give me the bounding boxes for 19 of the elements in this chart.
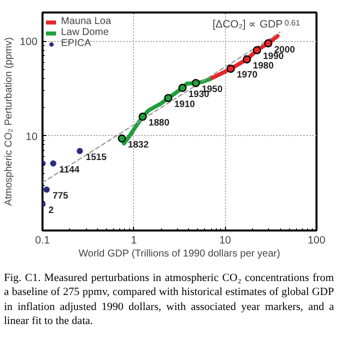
annotation: 775 [52, 190, 68, 201]
y-axis-title: Atmospheric CO₂ Perturbation (ppmv) [4, 37, 15, 206]
x-tick-label: 10 [219, 234, 232, 246]
annotation: 1515 [86, 152, 107, 162]
annotation: 1970 [236, 70, 258, 80]
caption: Fig. C1. Measured perturbations in atmospheric CO₂ concentrations from a baseline of 275 ppmv, compared with historical estimates of global GDP in inflation adjusted 1990 dollars, with associated year markers, and a linear fit to the data. [4, 271, 334, 328]
annotation: 2 [48, 205, 54, 216]
x-tick-label: 1 [130, 234, 137, 246]
annotation: 1980 [252, 60, 274, 70]
annotation: 1144 [59, 164, 80, 174]
x-axis-title: World GDP (Trillions of 1990 dollars per year) [78, 248, 280, 260]
legend-label: EPICA [61, 38, 92, 49]
legend-label: Law Dome [61, 27, 109, 38]
legend-label: Mauna Loa [61, 16, 112, 27]
annotation: 1910 [174, 99, 195, 110]
x-tick-label: 0.1 [35, 234, 50, 246]
x-tick-label: 100 [308, 234, 326, 246]
annotation: 1832 [128, 140, 149, 150]
annotation: 1880 [148, 118, 170, 128]
